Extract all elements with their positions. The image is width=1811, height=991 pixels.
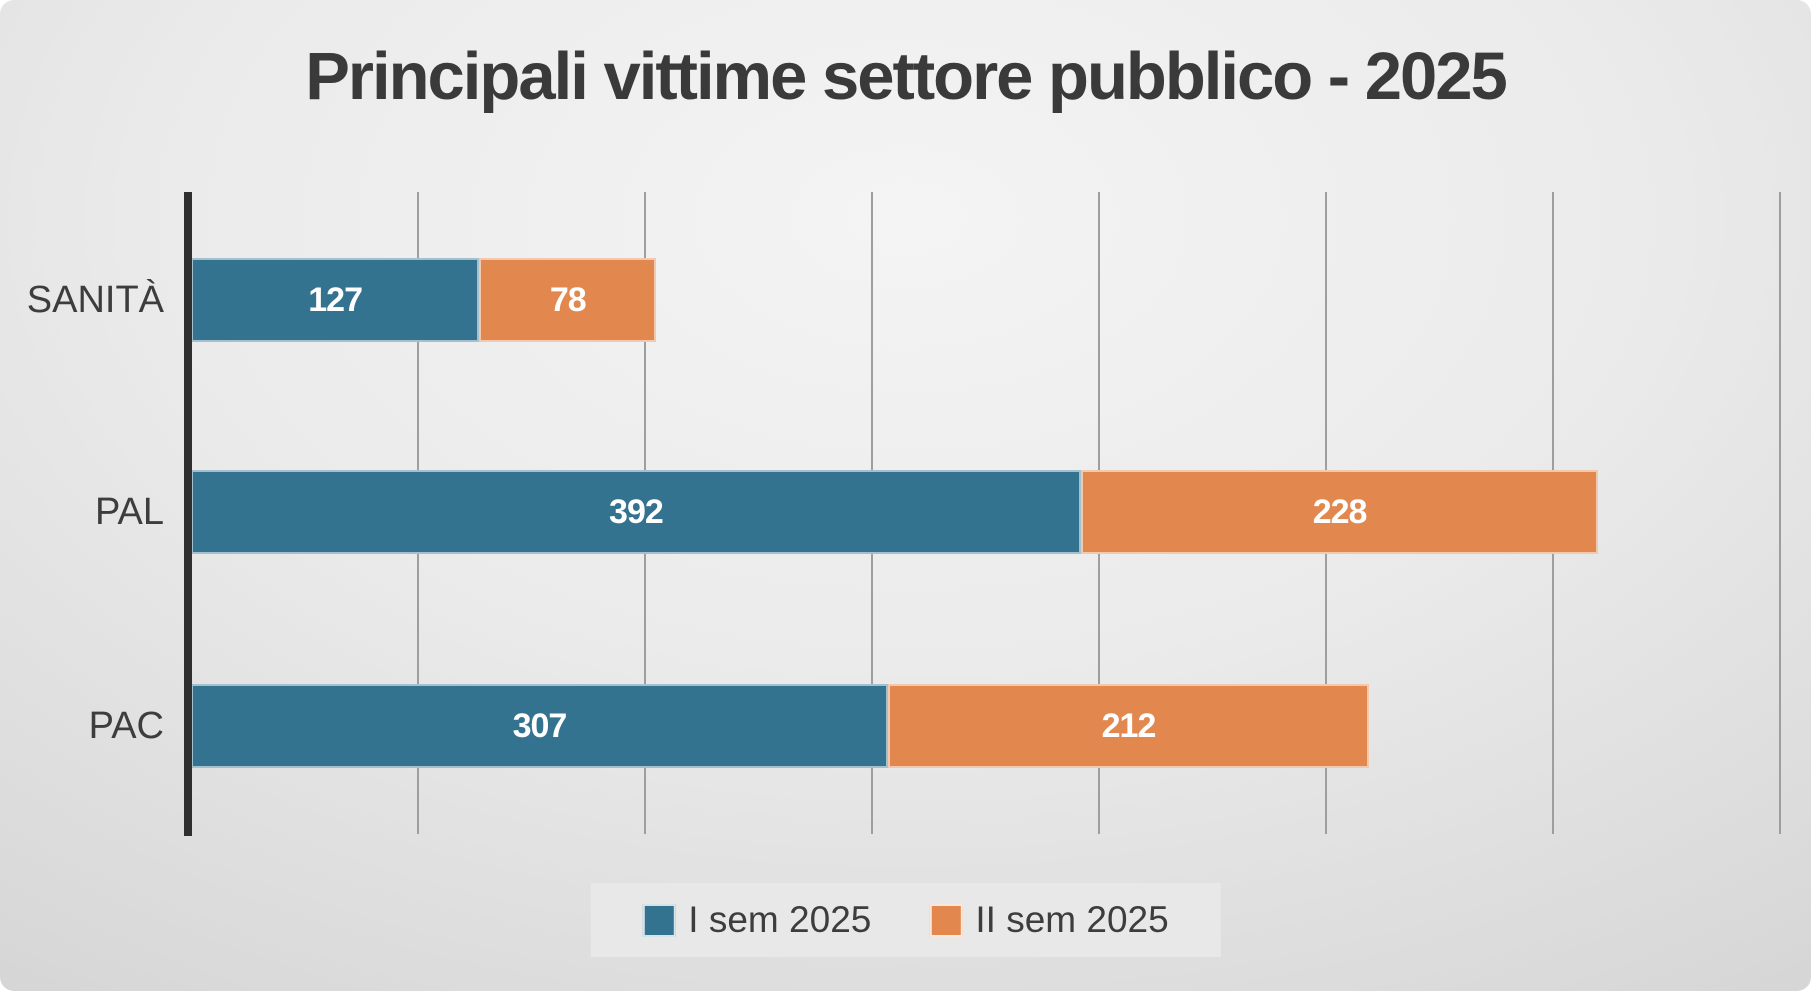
bar-segment-sanita-ii-sem: 78 bbox=[479, 258, 657, 342]
legend-swatch-i-sem bbox=[642, 903, 676, 937]
plot-area: 127 78 392 228 307 212 bbox=[191, 192, 1781, 834]
bar-value-label: 127 bbox=[308, 280, 363, 319]
bar-row-pal: 392 228 bbox=[191, 470, 1780, 554]
bar-segment-pac-ii-sem: 212 bbox=[887, 684, 1370, 768]
bar-segment-pal-ii-sem: 228 bbox=[1080, 470, 1599, 554]
category-label-pac: PAC bbox=[88, 704, 164, 747]
y-axis-line bbox=[184, 192, 192, 836]
bar-row-pac: 307 212 bbox=[191, 684, 1780, 768]
bar-row-sanita: 127 78 bbox=[191, 258, 1780, 342]
bar-value-label: 212 bbox=[1101, 706, 1157, 745]
category-label-pal: PAL bbox=[94, 490, 164, 533]
bar-segment-pal-i-sem: 392 bbox=[191, 470, 1081, 554]
legend-item-ii-sem: II sem 2025 bbox=[929, 899, 1169, 941]
chart-title: Principali vittime settore pubblico - 20… bbox=[305, 39, 1508, 114]
bar-value-label: 228 bbox=[1312, 492, 1368, 531]
gridline bbox=[1779, 192, 1781, 834]
legend-swatch-ii-sem bbox=[929, 903, 963, 937]
chart-legend: I sem 2025 II sem 2025 bbox=[590, 883, 1221, 957]
category-label-sanita: SANITÀ bbox=[26, 278, 164, 321]
bar-value-label: 78 bbox=[549, 280, 587, 319]
legend-item-i-sem: I sem 2025 bbox=[642, 899, 871, 941]
bar-value-label: 307 bbox=[512, 706, 568, 745]
bar-value-label: 392 bbox=[609, 492, 664, 531]
bar-segment-sanita-i-sem: 127 bbox=[191, 258, 480, 342]
bar-segment-pac-i-sem: 307 bbox=[191, 684, 888, 768]
legend-label: I sem 2025 bbox=[688, 899, 872, 940]
legend-label: II sem 2025 bbox=[975, 899, 1169, 940]
